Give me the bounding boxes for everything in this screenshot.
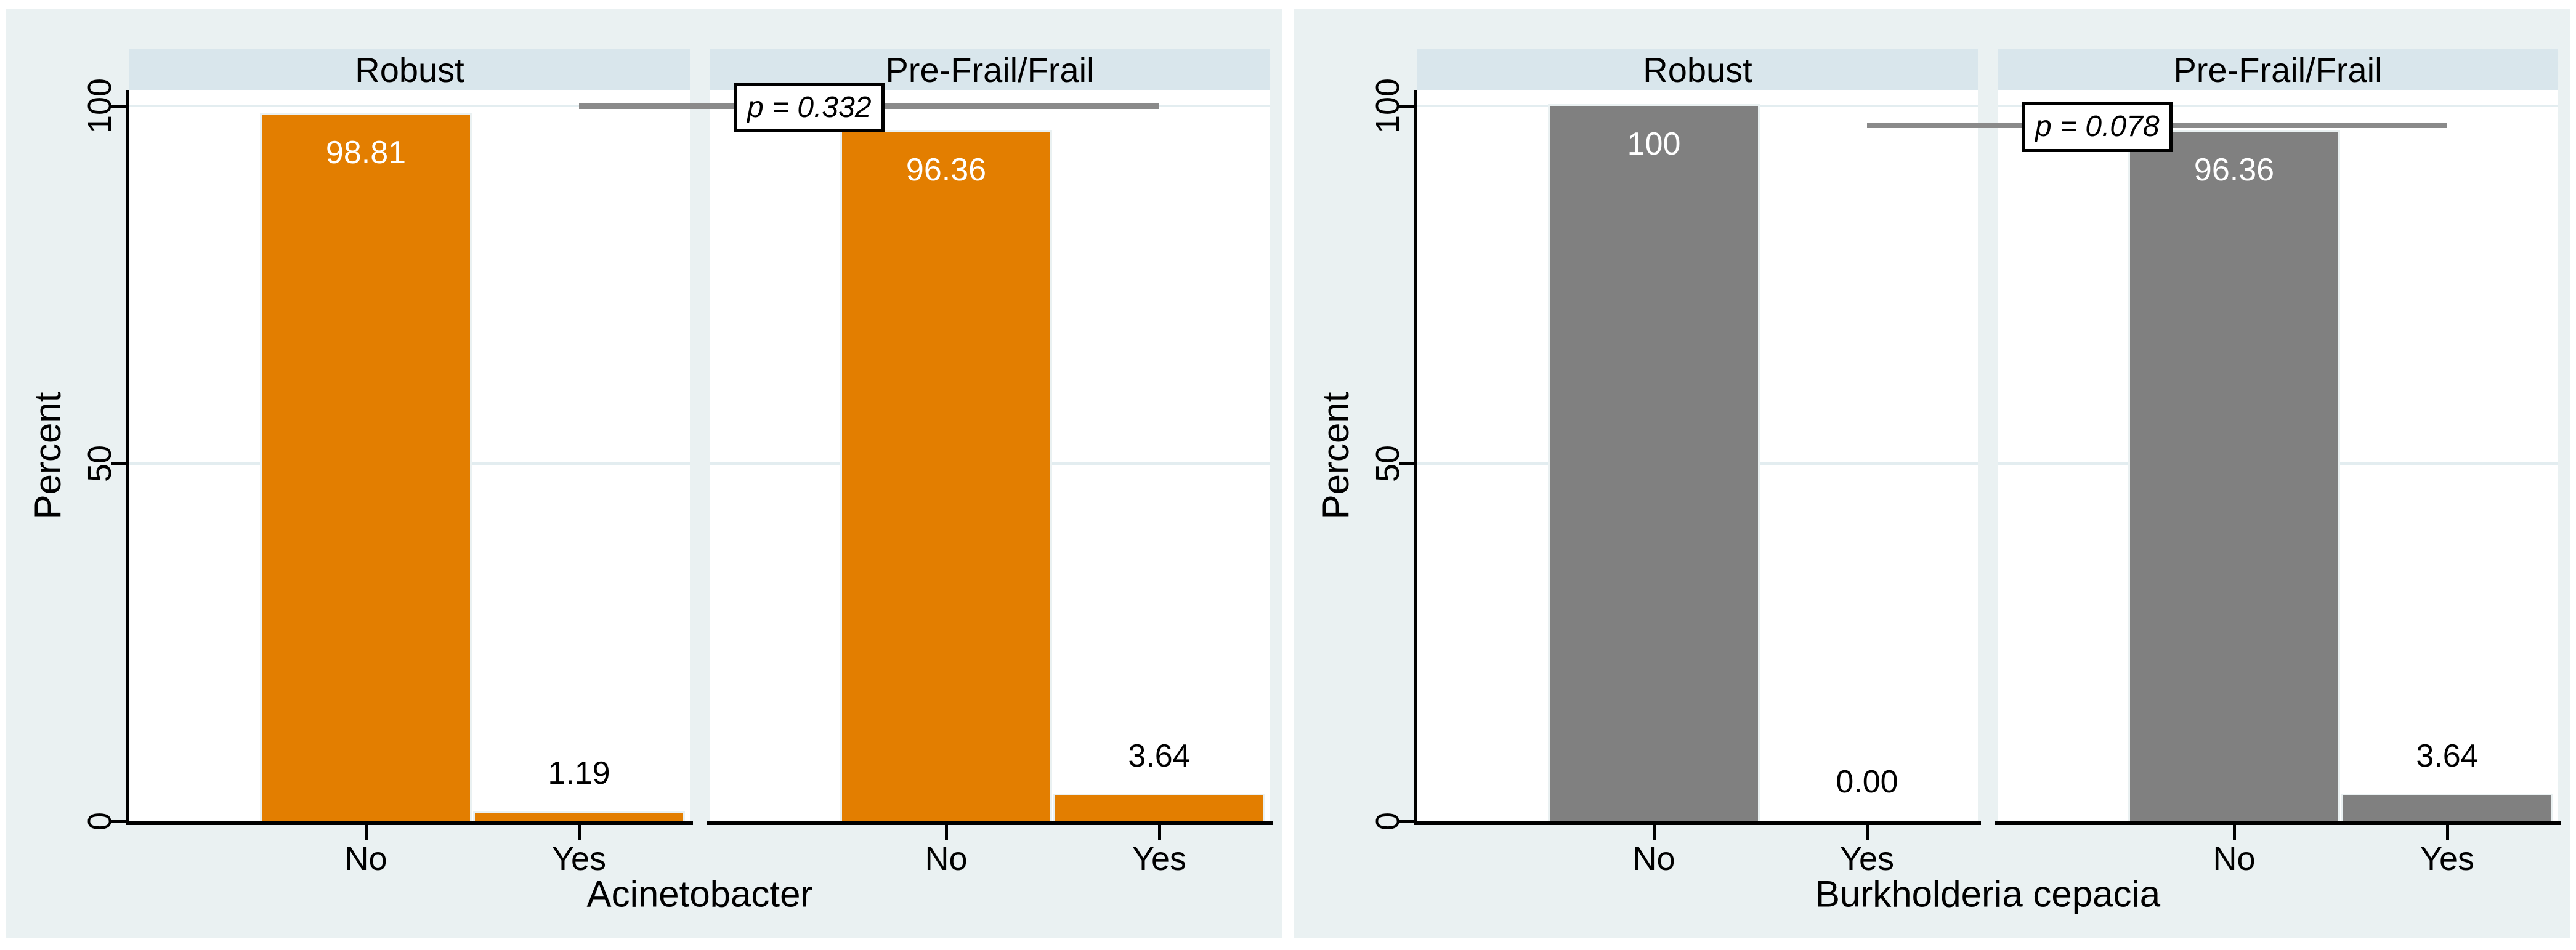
x-tick-mark <box>2446 825 2449 840</box>
x-category-label: No <box>1632 840 1675 877</box>
bar-value-label: 0.00 <box>1836 764 1898 800</box>
x-tick-mark <box>578 825 581 840</box>
panel-title: Pre-Frail/Frail <box>2173 50 2383 89</box>
y-axis-title: Percent <box>27 392 68 520</box>
y-tick-mark <box>111 105 126 108</box>
panel-title: Pre-Frail/Frail <box>885 50 1095 89</box>
bar-value-label: 96.36 <box>905 152 987 188</box>
panel-title: Robust <box>355 50 464 89</box>
y-tick-mark <box>1399 105 1414 108</box>
x-tick-mark <box>1158 825 1161 840</box>
bar-value-label: 100 <box>1627 126 1681 162</box>
x-category-label: No <box>344 840 387 877</box>
y-axis-line <box>126 90 129 825</box>
y-tick-mark <box>111 820 126 823</box>
bar <box>842 132 1050 821</box>
y-axis-title: Percent <box>1315 392 1356 520</box>
y-tick-mark <box>1399 462 1414 465</box>
x-category-label: Yes <box>2420 840 2475 877</box>
y-tick-label: 0 <box>81 811 118 831</box>
panel-title: Robust <box>1643 50 1752 89</box>
x-category-label: No <box>2213 840 2256 877</box>
bar <box>2130 132 2338 821</box>
bar <box>262 114 470 821</box>
x-tick-mark <box>365 825 368 840</box>
x-category-label: Yes <box>551 840 607 877</box>
bar <box>1055 795 1263 821</box>
x-axis-line <box>1414 821 1981 825</box>
chart-acinetobacter: 0 50 100 Robust 98.81 No 1.19 Yes Pre-Frail/Frai… <box>6 9 1282 938</box>
x-category-label: Yes <box>1132 840 1187 877</box>
x-tick-mark <box>2233 825 2236 840</box>
p-value-text: p = 0.078 <box>2035 110 2160 143</box>
bar <box>2343 795 2551 821</box>
bar <box>1550 106 1758 821</box>
x-tick-mark <box>1653 825 1656 840</box>
y-tick-mark <box>111 462 126 465</box>
x-tick-mark <box>1866 825 1869 840</box>
chart-burkholderia-cepacia: 0 50 100 Robust 100 No 0.00 Yes Pre-Frail/Frail 9… <box>1288 0 2576 950</box>
gridline <box>1998 105 2558 107</box>
x-axis-title: Acinetobacter <box>586 873 813 915</box>
plot-area: 0 50 100 Robust 100 No 0.00 Yes Pre-Frail/Frail 9… <box>1288 0 2576 950</box>
p-value-box: p = 0.332 <box>734 83 885 133</box>
y-axis-line <box>1414 90 1417 825</box>
y-tick-label: 0 <box>1369 811 1406 831</box>
y-tick-mark <box>1399 820 1414 823</box>
p-value-text: p = 0.332 <box>747 91 872 124</box>
bar-value-label: 96.36 <box>2193 152 2275 188</box>
x-axis-line <box>707 821 1273 825</box>
x-axis-line <box>126 821 693 825</box>
bar-value-label: 3.64 <box>2416 738 2479 774</box>
bar-value-label: 1.19 <box>548 755 610 792</box>
bar-value-label: 98.81 <box>325 134 407 171</box>
x-tick-mark <box>945 825 948 840</box>
panel-header: Pre-Frail/Frail <box>1998 49 2558 90</box>
panel-header: Robust <box>1417 49 1978 90</box>
y-tick-label: 50 <box>81 445 118 483</box>
y-tick-label: 50 <box>1369 445 1406 483</box>
gridline <box>129 105 690 107</box>
p-value-box: p = 0.078 <box>2022 102 2173 152</box>
x-axis-line <box>1995 821 2561 825</box>
bar-value-label: 3.64 <box>1128 738 1191 774</box>
y-tick-label: 100 <box>81 78 118 134</box>
y-tick-label: 100 <box>1369 78 1406 134</box>
x-axis-title: Burkholderia cepacia <box>1815 873 2161 915</box>
plot-area: 0 50 100 Robust 98.81 No 1.19 Yes Pre-Frail/Frai… <box>81 49 1273 877</box>
x-category-label: No <box>925 840 968 877</box>
panel-header: Robust <box>129 49 690 90</box>
x-category-label: Yes <box>1839 840 1895 877</box>
bar <box>475 813 683 821</box>
